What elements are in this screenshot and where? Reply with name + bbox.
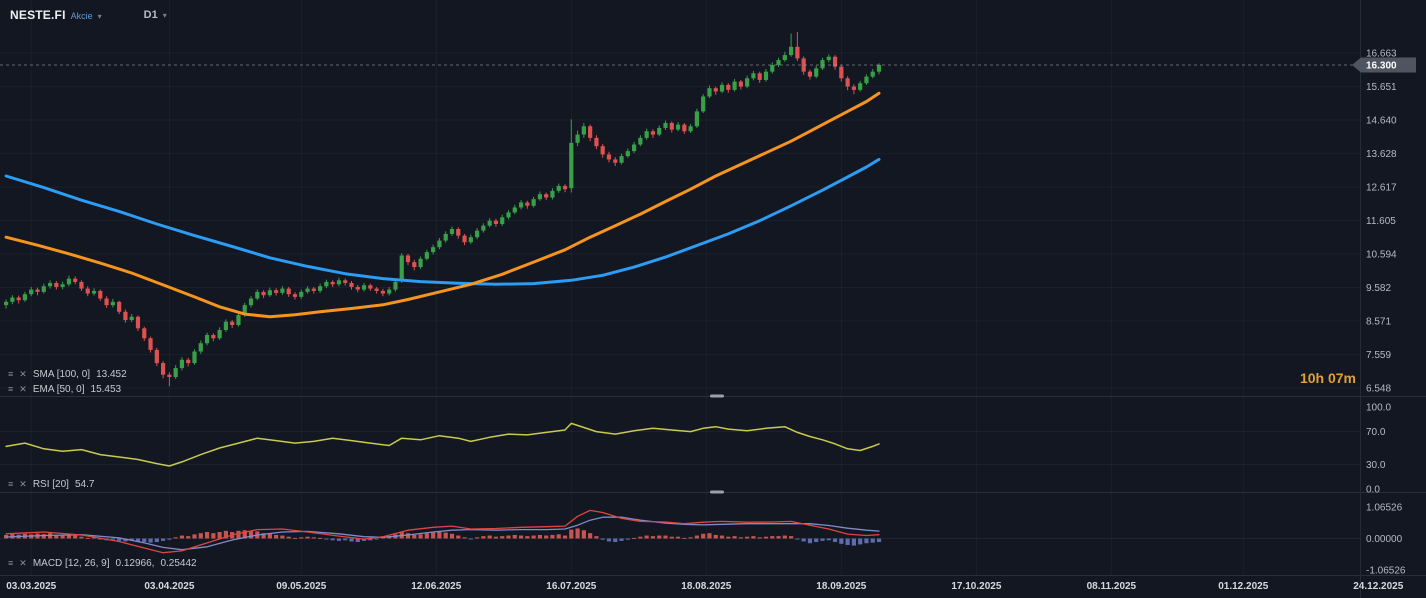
macd-legend-value-2: 0.25442 [160, 558, 197, 569]
instrument-header: NESTE.FI Akcie ▾ D1 ▾ [10, 8, 167, 22]
svg-text:10.594: 10.594 [1366, 250, 1397, 261]
svg-text:9.582: 9.582 [1366, 283, 1391, 294]
svg-text:0.00000: 0.00000 [1366, 534, 1403, 545]
svg-text:15.651: 15.651 [1366, 82, 1397, 93]
svg-text:18.08.2025: 18.08.2025 [681, 581, 731, 592]
macd-legend-value-1: 0.12966, [115, 558, 155, 569]
svg-text:0.0: 0.0 [1366, 485, 1380, 496]
macd-indicator-legend: ≡ ✕ MACD [12, 26, 9] 0.12966, 0.25442 [8, 557, 197, 570]
candle-countdown: 10h 07m [1299, 370, 1356, 386]
svg-text:6.548: 6.548 [1366, 384, 1391, 395]
rsi-indicator-legend: ≡ ✕ RSI [20] 54.7 [8, 478, 94, 491]
svg-text:12.06.2025: 12.06.2025 [411, 581, 461, 592]
sma-indicator-legend: ≡ ✕ SMA [100, 0] 13.452 [8, 368, 127, 381]
timeframe-label: D1 [143, 9, 158, 21]
svg-text:12.617: 12.617 [1366, 183, 1397, 194]
ema-indicator-legend: ≡ ✕ EMA [50, 0] 15.453 [8, 383, 121, 396]
svg-text:16.300: 16.300 [1366, 61, 1397, 72]
rsi-legend-value: 54.7 [74, 479, 95, 490]
svg-text:09.05.2025: 09.05.2025 [276, 581, 326, 592]
symbol-selector[interactable]: NESTE.FI Akcie ▾ [10, 8, 102, 22]
svg-text:11.605: 11.605 [1366, 216, 1396, 227]
svg-text:30.0: 30.0 [1366, 460, 1386, 471]
svg-text:8.571: 8.571 [1366, 317, 1391, 328]
svg-text:16.07.2025: 16.07.2025 [546, 581, 596, 592]
svg-text:17.10.2025: 17.10.2025 [951, 581, 1001, 592]
sma-legend-value: 13.452 [96, 369, 127, 380]
indicator-settings-icon[interactable]: ≡ [8, 479, 14, 489]
ema-legend-label: EMA [50, 0] [32, 384, 85, 395]
indicator-close-icon[interactable]: ✕ [19, 558, 27, 568]
chevron-down-icon: ▾ [97, 12, 102, 21]
instrument-type-badge: Akcie [70, 11, 93, 21]
svg-text:-1.06526: -1.06526 [1366, 565, 1406, 576]
indicator-settings-icon[interactable]: ≡ [8, 558, 14, 568]
svg-text:100.0: 100.0 [1366, 403, 1391, 414]
svg-text:13.628: 13.628 [1366, 149, 1397, 160]
ema-legend-value: 15.453 [90, 384, 122, 395]
svg-text:14.640: 14.640 [1366, 116, 1397, 127]
chevron-down-icon: ▾ [162, 10, 167, 20]
svg-text:03.03.2025: 03.03.2025 [6, 581, 56, 592]
rsi-legend-label: RSI [20] [32, 479, 69, 490]
svg-text:18.09.2025: 18.09.2025 [816, 581, 866, 592]
svg-text:24.12.2025: 24.12.2025 [1353, 581, 1403, 592]
indicator-close-icon[interactable]: ✕ [19, 369, 27, 379]
svg-text:70.0: 70.0 [1366, 427, 1386, 438]
indicator-settings-icon[interactable]: ≡ [8, 384, 14, 394]
svg-text:1.06526: 1.06526 [1366, 503, 1403, 514]
svg-text:01.12.2025: 01.12.2025 [1218, 581, 1268, 592]
indicator-close-icon[interactable]: ✕ [19, 384, 27, 394]
timeframe-selector[interactable]: D1 ▾ [144, 9, 167, 21]
svg-text:03.04.2025: 03.04.2025 [144, 581, 194, 592]
svg-text:16.663: 16.663 [1366, 49, 1397, 60]
svg-text:08.11.2025: 08.11.2025 [1087, 581, 1137, 592]
sma-legend-label: SMA [100, 0] [32, 369, 91, 380]
indicator-settings-icon[interactable]: ≡ [8, 369, 14, 379]
svg-text:7.559: 7.559 [1366, 350, 1391, 361]
indicator-close-icon[interactable]: ✕ [19, 479, 27, 489]
macd-legend-label: MACD [12, 26, 9] [32, 558, 110, 569]
symbol-name: NESTE.FI [10, 8, 66, 22]
